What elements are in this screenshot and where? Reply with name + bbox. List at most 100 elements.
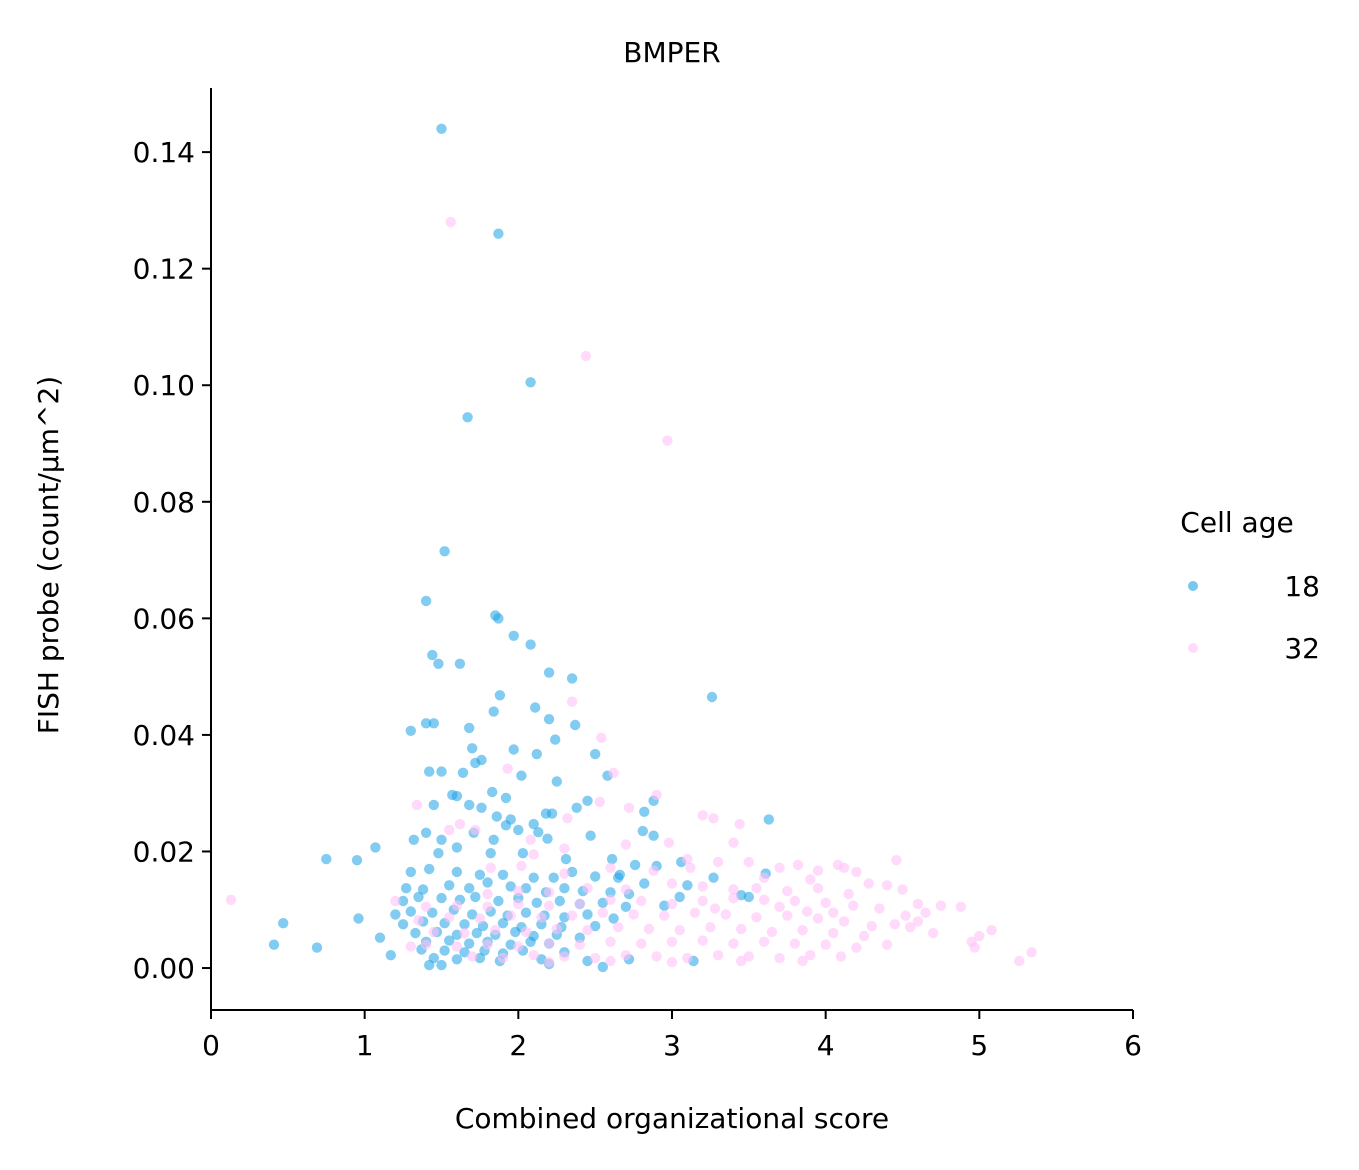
point-32-66 xyxy=(636,895,647,907)
point-18-48 xyxy=(639,806,650,817)
point-18-27 xyxy=(508,744,519,755)
point-18-100 xyxy=(605,887,616,898)
point-18-89 xyxy=(682,880,693,891)
point-32-141 xyxy=(559,951,570,962)
point-32-155 xyxy=(470,824,481,836)
point-32-37 xyxy=(805,874,816,885)
point-32-75 xyxy=(225,894,237,905)
point-32-14 xyxy=(454,818,466,830)
point-18-121 xyxy=(467,909,478,920)
point-18-90 xyxy=(401,883,412,894)
point-32-30 xyxy=(851,866,862,878)
point-32-106 xyxy=(490,925,501,936)
point-32-5 xyxy=(608,767,619,778)
point-32-78 xyxy=(866,920,877,932)
point-18-5 xyxy=(420,595,432,607)
point-32-157 xyxy=(802,906,813,917)
x-tick-label-0: 0 xyxy=(202,1029,220,1062)
point-32-56 xyxy=(920,907,931,918)
x-tick-label-4: 4 xyxy=(817,1029,835,1062)
point-18-47 xyxy=(571,802,582,813)
point-32-47 xyxy=(843,888,854,900)
point-18-111 xyxy=(531,897,542,908)
point-32-158 xyxy=(828,907,839,918)
point-18-39 xyxy=(451,790,463,802)
point-32-25 xyxy=(743,856,754,868)
point-32-0 xyxy=(445,216,456,228)
y-tick-label-6: 0.12 xyxy=(133,253,195,286)
point-32-118 xyxy=(789,938,801,949)
point-32-33 xyxy=(559,868,570,879)
point-18-36 xyxy=(551,776,562,787)
point-32-35 xyxy=(516,860,527,872)
point-32-76 xyxy=(889,919,900,930)
point-18-115 xyxy=(620,901,632,912)
point-18-34 xyxy=(457,767,469,778)
point-18-81 xyxy=(474,869,486,880)
point-18-30 xyxy=(470,757,481,769)
point-32-97 xyxy=(766,926,778,938)
point-32-145 xyxy=(797,955,808,967)
point-32-108 xyxy=(428,926,439,938)
x-tick-label-6: 6 xyxy=(1124,1029,1142,1062)
point-18-13 xyxy=(543,667,555,678)
y-tick-label-0: 0.00 xyxy=(133,952,195,985)
point-32-81 xyxy=(782,910,793,921)
point-18-127 xyxy=(582,909,593,920)
point-18-53 xyxy=(491,811,502,822)
point-32-10 xyxy=(411,799,423,811)
point-32-41 xyxy=(666,878,678,889)
point-18-153 xyxy=(464,938,475,949)
point-32-153 xyxy=(562,813,573,824)
point-18-33 xyxy=(436,766,447,777)
x-axis-label: Combined organizational score xyxy=(455,1102,889,1135)
legend-label-32: 32 xyxy=(1284,632,1320,665)
point-18-25 xyxy=(550,734,561,745)
point-32-43 xyxy=(728,884,739,895)
point-32-80 xyxy=(812,913,824,924)
point-18-184 xyxy=(614,869,625,880)
point-18-0 xyxy=(436,123,447,134)
point-32-103 xyxy=(582,925,593,936)
x-tick-label-5: 5 xyxy=(970,1029,988,1062)
point-32-28 xyxy=(812,865,824,876)
point-32-54 xyxy=(935,900,947,911)
point-18-44 xyxy=(428,799,439,811)
point-18-133 xyxy=(459,919,470,930)
point-32-4 xyxy=(596,732,607,743)
point-18-162 xyxy=(459,947,470,958)
point-32-99 xyxy=(705,922,716,933)
point-18-159 xyxy=(311,942,323,953)
point-32-12 xyxy=(708,813,719,824)
point-32-100 xyxy=(674,925,685,936)
point-18-59 xyxy=(637,825,648,837)
point-18-177 xyxy=(436,959,447,971)
point-32-107 xyxy=(459,927,470,939)
point-18-72 xyxy=(485,848,496,859)
point-18-88 xyxy=(639,878,650,889)
point-18-51 xyxy=(763,814,774,825)
point-32-44 xyxy=(751,883,762,894)
point-32-65 xyxy=(666,898,678,910)
point-32-136 xyxy=(712,950,724,961)
point-32-3 xyxy=(566,696,578,707)
point-32-69 xyxy=(543,900,555,911)
point-18-139 xyxy=(590,920,601,932)
point-32-115 xyxy=(881,939,893,950)
y-tick-label-3: 0.06 xyxy=(133,602,195,635)
point-18-118 xyxy=(405,906,416,917)
point-32-17 xyxy=(728,837,739,848)
point-18-8 xyxy=(508,630,519,641)
point-18-31 xyxy=(590,748,601,760)
point-18-21 xyxy=(420,718,432,729)
point-32-125 xyxy=(574,939,585,950)
point-18-102 xyxy=(674,891,685,903)
point-32-89 xyxy=(536,912,547,923)
point-32-116 xyxy=(851,942,862,953)
point-18-9 xyxy=(525,639,536,650)
y-tick-label-2: 0.04 xyxy=(133,719,195,752)
point-32-77 xyxy=(905,922,916,933)
point-18-79 xyxy=(424,863,435,875)
point-32-102 xyxy=(613,922,624,933)
